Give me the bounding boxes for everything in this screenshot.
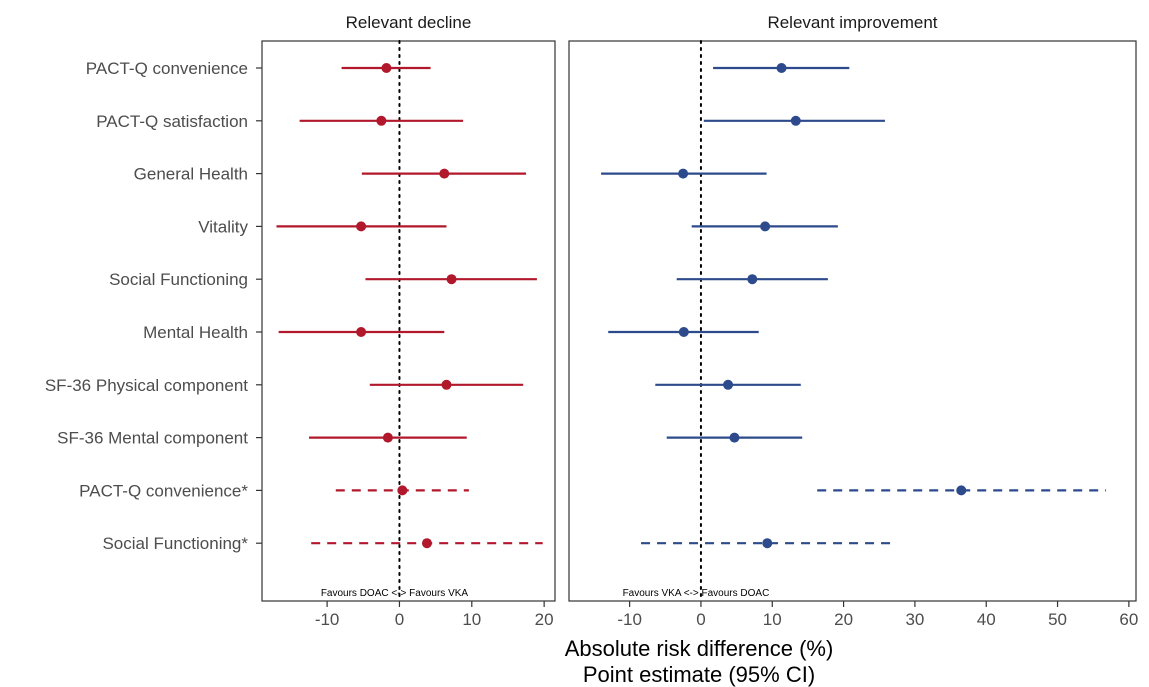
x-axis-subtitle: Point estimate (95% CI) — [583, 662, 815, 687]
x-tick-label: 0 — [696, 610, 705, 629]
x-tick-label: 20 — [535, 610, 554, 629]
category-label: PACT-Q satisfaction — [96, 112, 248, 131]
x-tick-label: 60 — [1119, 610, 1138, 629]
point-estimate — [356, 327, 367, 337]
point-estimate — [381, 63, 392, 73]
favours-annotation: Favours DOAC <-> Favours VKA — [321, 588, 469, 599]
category-label: PACT-Q convenience — [86, 59, 248, 78]
point-estimate — [441, 379, 452, 390]
x-tick-label: 30 — [905, 610, 924, 629]
point-estimate — [723, 379, 734, 390]
point-estimate — [747, 274, 758, 285]
point-estimate — [382, 432, 393, 443]
category-label: Mental Health — [143, 323, 248, 342]
point-estimate — [956, 485, 967, 496]
panel-title: Relevant improvement — [767, 13, 937, 32]
point-estimate — [439, 168, 450, 179]
x-tick-label: 0 — [395, 610, 404, 629]
x-axis-title: Absolute risk difference (%) — [565, 636, 834, 661]
category-label: General Health — [134, 165, 248, 184]
panel-title: Relevant decline — [346, 13, 472, 32]
category-label: PACT-Q convenience* — [79, 481, 248, 500]
x-tick-label: -10 — [315, 610, 340, 629]
category-label: Vitality — [198, 217, 248, 236]
point-estimate — [678, 168, 689, 179]
category-label: Social Functioning* — [102, 534, 248, 553]
point-estimate — [397, 485, 408, 496]
point-estimate — [421, 538, 432, 549]
category-label: Social Functioning — [109, 270, 248, 289]
favours-annotation: Favours VKA <-> Favours DOAC — [623, 588, 770, 599]
x-tick-label: 10 — [763, 610, 782, 629]
point-estimate — [790, 115, 801, 126]
point-estimate — [776, 63, 787, 73]
point-estimate — [356, 221, 367, 232]
category-label: SF-36 Physical component — [45, 376, 248, 395]
x-tick-label: 20 — [834, 610, 853, 629]
x-tick-label: 10 — [462, 610, 481, 629]
panel-frame — [261, 40, 556, 602]
x-tick-label: 50 — [1048, 610, 1067, 629]
point-estimate — [762, 538, 773, 549]
point-estimate — [446, 274, 457, 285]
x-tick-label: 40 — [977, 610, 996, 629]
panel-frame — [568, 40, 1137, 602]
category-label: SF-36 Mental component — [57, 429, 248, 448]
point-estimate — [678, 327, 689, 337]
point-estimate — [376, 115, 387, 126]
point-estimate — [729, 432, 740, 443]
point-estimate — [760, 221, 771, 232]
x-tick-label: -10 — [617, 610, 642, 629]
